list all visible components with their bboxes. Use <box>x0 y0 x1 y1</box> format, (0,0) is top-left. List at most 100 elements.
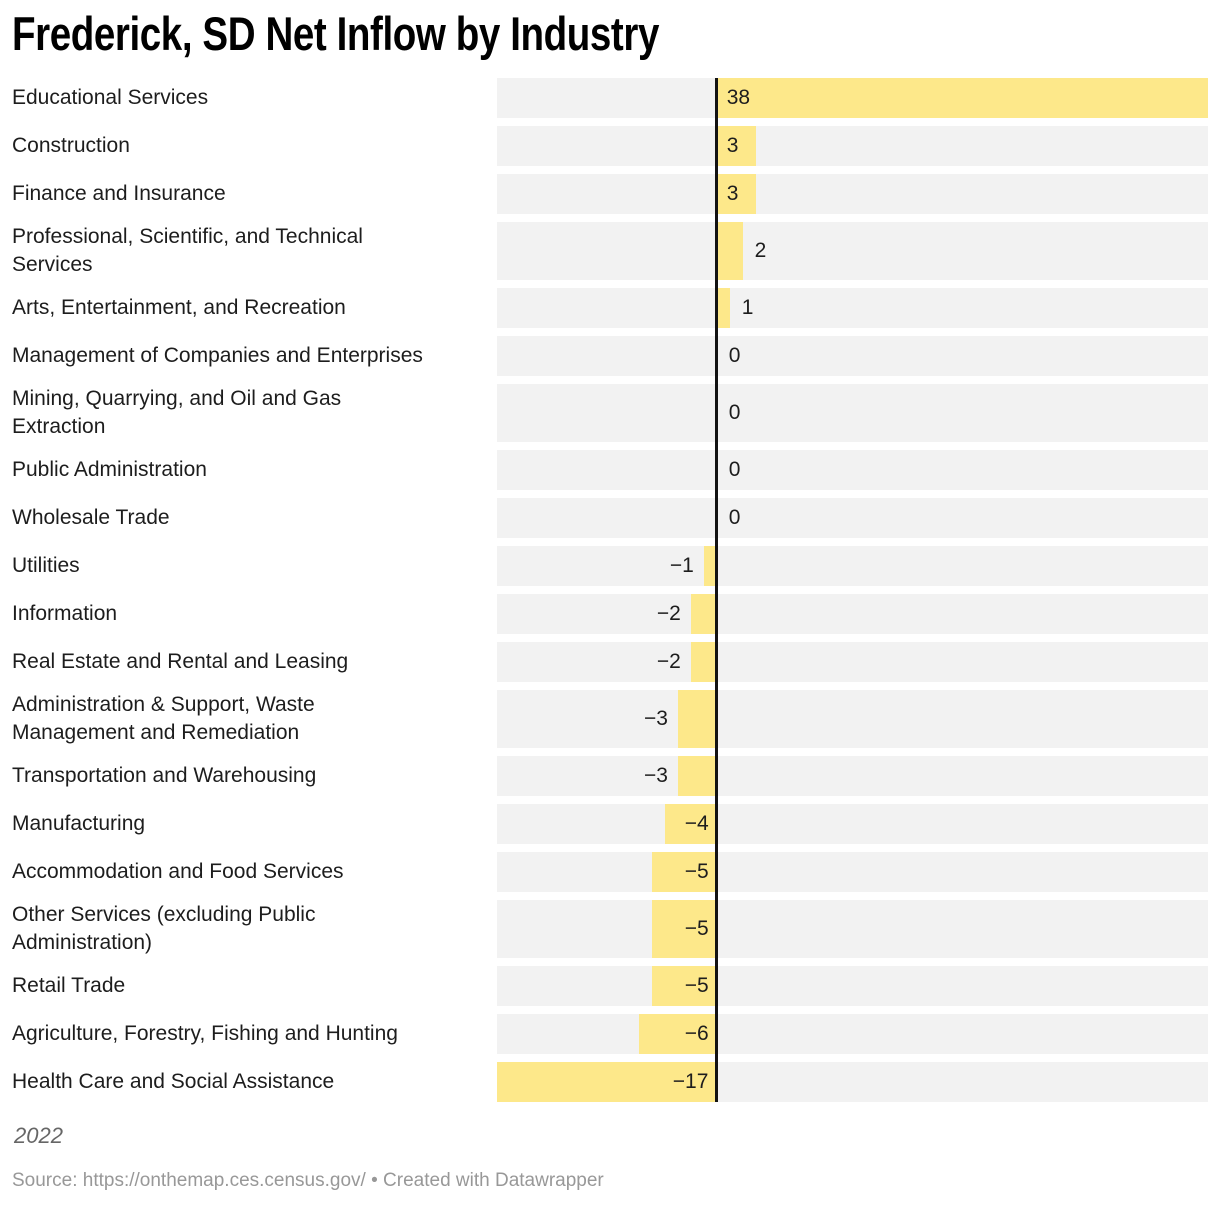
bar <box>716 222 743 280</box>
category-label: Information <box>12 602 118 625</box>
category-label: Transportation and Warehousing <box>12 764 317 787</box>
bar <box>690 594 717 634</box>
bar-track: −3 <box>497 690 1208 748</box>
bar <box>639 1014 717 1054</box>
value-label: −3 <box>643 764 668 787</box>
chart-row: Real Estate and Rental and Leasing −2 <box>12 642 1208 682</box>
bar-track: 2 <box>497 222 1208 280</box>
value-label: 3 <box>726 182 739 205</box>
bar-track: −3 <box>497 756 1208 796</box>
bar-track: −5 <box>497 852 1208 892</box>
source-separator: • Created with <box>365 1170 495 1191</box>
chart-row: Administration & Support, Waste Manageme… <box>12 690 1208 748</box>
value-label: −17 <box>672 1070 709 1093</box>
bar <box>652 852 717 892</box>
category-label: Wholesale Trade <box>12 506 170 529</box>
value-label: −3 <box>643 707 668 730</box>
chart-row: Utilities −1 <box>12 546 1208 586</box>
bar-track: −2 <box>497 642 1208 682</box>
bar <box>716 174 756 214</box>
chart-row: Arts, Entertainment, and Recreation 1 <box>12 288 1208 328</box>
chart-title: Frederick, SD Net Inflow by Industry <box>12 7 659 60</box>
value-label: −5 <box>684 860 709 883</box>
bar <box>677 690 717 748</box>
bar <box>652 966 717 1006</box>
bar <box>665 804 717 844</box>
value-label: 0 <box>728 506 741 529</box>
bar-chart: Educational Services 38 Construction 3 F… <box>12 78 1208 1102</box>
source-line: Source: https://onthemap.ces.census.gov/… <box>12 1169 1208 1193</box>
value-label: −2 <box>656 602 681 625</box>
chart-note: 2022 <box>14 1123 63 1148</box>
category-label: Public Administration <box>12 458 207 481</box>
category-label: Other Services (excluding Public Adminis… <box>12 903 316 954</box>
chart-row: Health Care and Social Assistance −17 <box>12 1062 1208 1102</box>
value-label: −2 <box>656 650 681 673</box>
bar-track: −2 <box>497 594 1208 634</box>
chart-row: Wholesale Trade 0 <box>12 498 1208 538</box>
bar-track: −6 <box>497 1014 1208 1054</box>
category-label: Utilities <box>12 554 80 577</box>
bar <box>716 288 730 328</box>
bar-track: 0 <box>497 384 1208 442</box>
value-label: 0 <box>728 458 741 481</box>
bar-track: −17 <box>497 1062 1208 1102</box>
category-label: Professional, Scientific, and Technical … <box>12 225 363 276</box>
value-label: −6 <box>684 1022 709 1045</box>
category-label: Manufacturing <box>12 812 146 835</box>
chart-row: Transportation and Warehousing −3 <box>12 756 1208 796</box>
category-label: Arts, Entertainment, and Recreation <box>12 296 346 319</box>
value-label: −4 <box>684 812 709 835</box>
value-label: 0 <box>728 401 741 424</box>
chart-row: Manufacturing −4 <box>12 804 1208 844</box>
chart-row: Agriculture, Forestry, Fishing and Hunti… <box>12 1014 1208 1054</box>
bar <box>652 900 717 958</box>
chart-row: Mining, Quarrying, and Oil and Gas Extra… <box>12 384 1208 442</box>
chart-rows: Educational Services 38 Construction 3 F… <box>12 78 1208 1102</box>
chart-row: Professional, Scientific, and Technical … <box>12 222 1208 280</box>
bar-track: −5 <box>497 900 1208 958</box>
value-label: 0 <box>728 344 741 367</box>
value-label: −5 <box>684 974 709 997</box>
bar <box>497 1062 717 1102</box>
bar <box>703 546 717 586</box>
value-label: 2 <box>754 239 767 262</box>
chart-row: Finance and Insurance 3 <box>12 174 1208 214</box>
zero-axis-line <box>715 78 719 1102</box>
value-label: −5 <box>684 917 709 940</box>
value-label: 3 <box>726 134 739 157</box>
category-label: Management of Companies and Enterprises <box>12 344 423 367</box>
bar <box>677 756 717 796</box>
bar-track: −1 <box>497 546 1208 586</box>
category-label: Agriculture, Forestry, Fishing and Hunti… <box>12 1022 398 1045</box>
category-label: Administration & Support, Waste Manageme… <box>12 693 315 744</box>
bar-track: 0 <box>497 450 1208 490</box>
chart-row: Public Administration 0 <box>12 450 1208 490</box>
value-label: 38 <box>726 86 751 109</box>
category-label: Health Care and Social Assistance <box>12 1070 335 1093</box>
bar-track: 0 <box>497 498 1208 538</box>
bar <box>716 126 756 166</box>
source-prefix: Source: <box>12 1170 83 1191</box>
chart-row: Educational Services 38 <box>12 78 1208 118</box>
category-label: Real Estate and Rental and Leasing <box>12 650 349 673</box>
datawrapper-link[interactable]: Datawrapper <box>494 1170 604 1191</box>
bar-track: 3 <box>497 126 1208 166</box>
chart-row: Information −2 <box>12 594 1208 634</box>
value-label: −1 <box>669 554 694 577</box>
bar-track: 0 <box>497 336 1208 376</box>
chart-row: Construction 3 <box>12 126 1208 166</box>
bar-track: 38 <box>497 78 1208 118</box>
chart-row: Retail Trade −5 <box>12 966 1208 1006</box>
category-label: Construction <box>12 134 130 157</box>
source-url-link[interactable]: https://onthemap.ces.census.gov/ <box>82 1170 366 1191</box>
bar-track: 3 <box>497 174 1208 214</box>
chart-row: Other Services (excluding Public Adminis… <box>12 900 1208 958</box>
bar <box>716 78 1208 118</box>
bar-track: −4 <box>497 804 1208 844</box>
chart-row: Accommodation and Food Services −5 <box>12 852 1208 892</box>
category-label: Educational Services <box>12 86 209 109</box>
category-label: Retail Trade <box>12 974 126 997</box>
bar <box>690 642 717 682</box>
